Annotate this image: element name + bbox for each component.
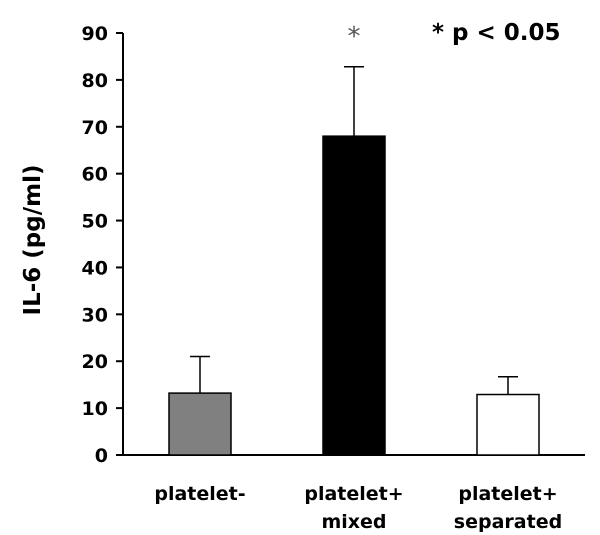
y-tick-label: 80 xyxy=(82,70,108,92)
y-tick-label: 10 xyxy=(82,398,108,420)
x-tick-label: platelet+ xyxy=(458,483,557,505)
y-tick-label: 30 xyxy=(82,304,108,326)
x-tick-labels: platelet-platelet+ mixed platelet+ separate… xyxy=(154,483,562,533)
y-tick-label: 90 xyxy=(82,23,108,45)
x-tick-label: platelet+ xyxy=(304,483,403,505)
bars: * xyxy=(168,22,540,456)
y-tick-label: 50 xyxy=(82,211,108,233)
bar xyxy=(476,393,540,456)
bar xyxy=(168,392,232,456)
significance-legend: * p < 0.05 xyxy=(432,20,561,46)
y-axis-label: IL-6 (pg/ml) xyxy=(20,165,46,316)
bar xyxy=(322,135,386,456)
significance-marker: * xyxy=(348,22,361,52)
y-tick-label: 0 xyxy=(95,445,108,467)
x-tick-label-line2: mixed xyxy=(321,511,386,533)
y-tick-label: 60 xyxy=(82,164,108,186)
x-tick-label-line2: separated xyxy=(454,511,562,533)
y-tick-label: 20 xyxy=(82,351,108,373)
y-tick-label: 40 xyxy=(82,257,108,279)
x-tick-label: platelet- xyxy=(154,483,245,505)
y-tick-label: 70 xyxy=(82,117,108,139)
